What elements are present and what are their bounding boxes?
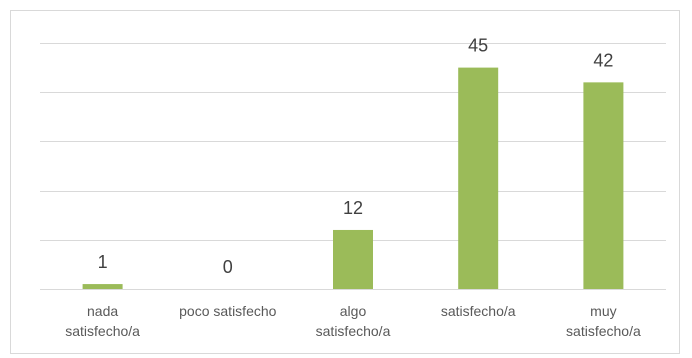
bar-5 (583, 82, 624, 289)
x-tick-label-5: muy satisfecho/a (566, 303, 641, 339)
x-tick-label-line: muy (590, 303, 616, 319)
x-tick-label-3: algo satisfecho/a (316, 303, 391, 339)
x-tick-label-line: satisfecho/a (566, 323, 641, 339)
x-tick-label-2: poco satisfecho (179, 303, 276, 319)
x-tick-label-4: satisfecho/a (441, 303, 516, 319)
chart-frame (10, 10, 680, 354)
data-label-5: 42 (593, 50, 613, 70)
x-tick-label-line: algo (340, 303, 367, 319)
x-tick-label-line: nada (87, 303, 118, 319)
data-label-3: 12 (343, 198, 363, 218)
x-tick-label-line: satisfecho/a (441, 303, 516, 319)
x-tick-label-line: poco satisfecho (179, 303, 276, 319)
data-label-4: 45 (468, 36, 488, 56)
x-tick-label-line: satisfecho/a (316, 323, 391, 339)
bar-3 (333, 229, 373, 289)
bar-1 (82, 284, 123, 289)
data-label-1: 1 (98, 252, 108, 272)
data-label-2: 0 (223, 257, 233, 277)
x-tick-label-line: satisfecho/a (65, 323, 140, 339)
x-tick-label-1: nada satisfecho/a (65, 303, 140, 339)
bar-4 (458, 67, 499, 289)
